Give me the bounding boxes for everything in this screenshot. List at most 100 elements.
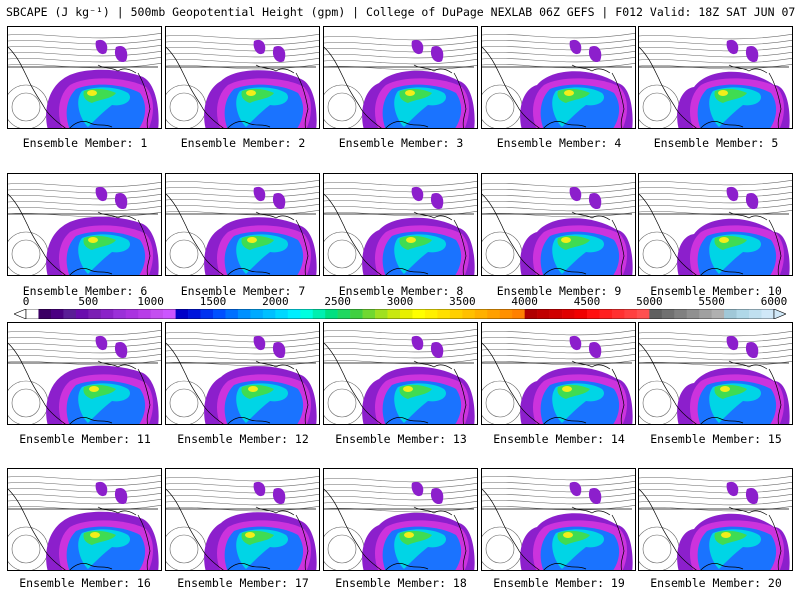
- colorbar-swatch: [350, 309, 363, 319]
- ensemble-map: [482, 181, 635, 275]
- ensemble-map: [324, 476, 477, 570]
- ensemble-panel: [638, 173, 793, 276]
- colorbar-swatch: [624, 309, 638, 319]
- colorbar-swatch: [636, 309, 650, 319]
- ensemble-panel: [165, 468, 320, 571]
- colorbar-swatch: [188, 309, 201, 319]
- ensemble-member-label: Ensemble Member: 3: [338, 136, 464, 150]
- colorbar-swatch: [549, 309, 563, 319]
- colorbar-swatch: [262, 309, 276, 319]
- cape-shading: [46, 335, 159, 424]
- ensemble-panel: [323, 322, 478, 425]
- colorbar-swatch: [487, 309, 501, 319]
- ensemble-panel: [165, 173, 320, 276]
- ensemble-map: [166, 179, 319, 275]
- colorbar-swatch: [213, 309, 226, 319]
- ensemble-map: [324, 328, 477, 424]
- ensemble-map: [639, 475, 792, 570]
- colorbar-tick-labels: 0 500 1000 1500 2000 2500 3000 3500 4000 4500 5000…: [0, 296, 800, 310]
- ensemble-panel: [165, 322, 320, 425]
- colorbar-swatch: [711, 309, 725, 319]
- ensemble-member-label: Ensemble Member: 7: [180, 284, 306, 298]
- colorbar-swatch: [686, 309, 700, 319]
- colorbar-swatch: [674, 309, 688, 319]
- ensemble-member-label: Ensemble Member: 18: [335, 576, 467, 590]
- cape-shading: [677, 39, 790, 128]
- colorbar-swatch: [175, 309, 189, 319]
- ensemble-member-label: Ensemble Member: 6: [22, 284, 148, 298]
- colorbar-tick-label: 5000: [636, 295, 663, 308]
- colorbar-tick-label: 0: [22, 295, 30, 308]
- ensemble-member-label: Ensemble Member: 8: [338, 284, 464, 298]
- cape-shading: [204, 186, 317, 275]
- colorbar-swatch: [761, 309, 775, 319]
- colorbar-tick-label: 1500: [199, 295, 227, 308]
- colorbar-swatch: [163, 309, 176, 319]
- cape-shading: [520, 39, 633, 128]
- ensemble-member-label: Ensemble Member: 2: [180, 136, 306, 150]
- colorbar-swatch: [75, 309, 89, 319]
- ensemble-panel: [481, 26, 636, 129]
- map-title: SBCAPE (J kg⁻¹) | 500mb Geopotential Hei…: [6, 5, 800, 19]
- colorbar-swatch: [88, 309, 102, 319]
- ensemble-map: [639, 179, 792, 275]
- colorbar-swatch: [661, 309, 675, 319]
- ensemble-map: [324, 180, 477, 275]
- ensemble-panel: [481, 322, 636, 425]
- ensemble-map: [324, 34, 477, 128]
- ensemble-member-label: Ensemble Member: 9: [496, 284, 622, 298]
- colorbar-tick-label: 3500: [449, 295, 476, 308]
- colorbar-swatch: [611, 309, 625, 319]
- colorbar-swatch: [574, 309, 588, 319]
- ensemble-panel: [7, 26, 162, 129]
- ensemble-panel: [638, 468, 793, 571]
- colorbar-swatch: [63, 309, 77, 319]
- colorbar-swatch: [287, 309, 301, 319]
- colorbar-swatch: [225, 309, 239, 319]
- colorbar-tick-label: 2500: [324, 295, 351, 308]
- colorbar-swatch: [125, 309, 139, 319]
- ensemble-map: [166, 330, 319, 424]
- colorbar-swatch: [275, 309, 289, 319]
- cape-shading: [520, 481, 633, 570]
- cape-shading: [46, 481, 159, 570]
- colorbar-swatch: [300, 309, 314, 319]
- ensemble-map: [482, 32, 635, 128]
- colorbar-swatch: [562, 309, 575, 319]
- ensemble-member-label: Ensemble Member: 11: [19, 432, 151, 446]
- ensemble-map: [166, 475, 319, 570]
- colorbar-tick-label: 6000: [760, 295, 788, 308]
- colorbar-swatch: [412, 309, 426, 319]
- colorbar-swatch: [337, 309, 351, 319]
- ensemble-member-label: Ensemble Member: 13: [335, 432, 467, 446]
- colorbar-swatch: [649, 309, 663, 319]
- cape-shading: [520, 335, 633, 424]
- ensemble-panel: [481, 468, 636, 571]
- ensemble-member-label: Ensemble Member: 10: [650, 284, 782, 298]
- colorbar-swatch: [512, 309, 525, 319]
- colorbar-left-arrow: [14, 309, 27, 319]
- ensemble-member-label: Ensemble Member: 19: [493, 576, 625, 590]
- ensemble-member-label: Ensemble Member: 1: [22, 136, 148, 150]
- ensemble-panel: [7, 173, 162, 276]
- ensemble-member-label: Ensemble Member: 4: [496, 136, 622, 150]
- colorbar-swatch: [724, 309, 737, 319]
- cape-shading: [204, 39, 317, 128]
- ensemble-panel: [323, 173, 478, 276]
- cape-shading: [362, 335, 475, 424]
- colorbar-swatch: [437, 309, 451, 319]
- colorbar-right-arrow: [773, 309, 786, 319]
- colorbar-swatch: [524, 309, 538, 319]
- ensemble-map: [639, 330, 792, 424]
- cape-shading: [204, 335, 317, 424]
- cape-shading: [677, 481, 790, 570]
- colorbar-swatch: [699, 309, 712, 319]
- colorbar-swatch: [150, 309, 164, 319]
- colorbar-swatch: [325, 309, 338, 319]
- colorbar-swatch: [375, 309, 388, 319]
- colorbar-tick-label: 1000: [137, 295, 164, 308]
- ensemble-map: [482, 474, 635, 570]
- ensemble-map: [639, 33, 792, 128]
- ensemble-map: [8, 329, 161, 424]
- sbcape-colorbar: [14, 309, 786, 319]
